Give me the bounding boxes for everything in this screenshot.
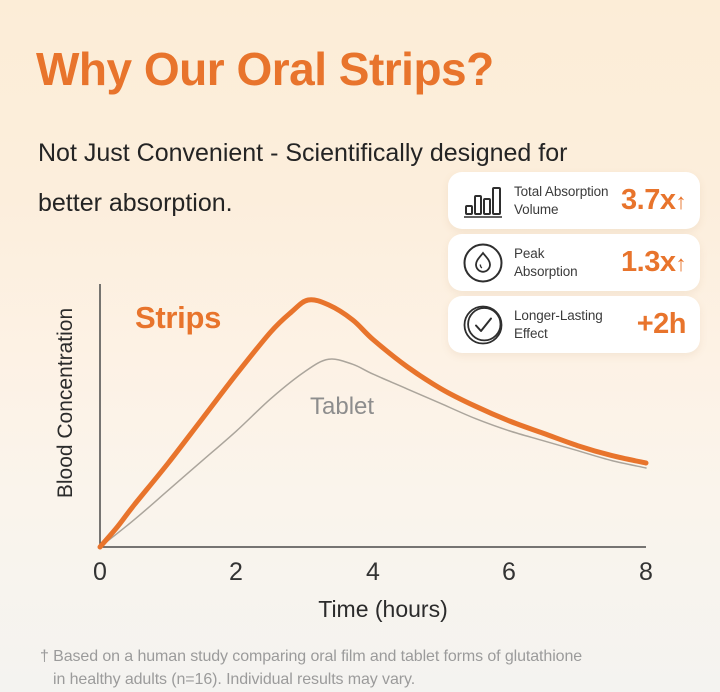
stats-panel: Total Absorption Volume 3.7x↑ Peak Absor…	[448, 172, 700, 358]
x-tick-0: 0	[93, 558, 107, 586]
stat-card-total-absorption: Total Absorption Volume 3.7x↑	[448, 172, 700, 229]
x-tick-6: 6	[502, 558, 516, 586]
absorption-chart	[97, 284, 649, 550]
stat-card-peak-absorption: Peak Absorption 1.3x↑	[448, 234, 700, 291]
check-circle-icon	[461, 304, 505, 346]
subtitle-line-1: Not Just Convenient - Scientifically des…	[38, 139, 568, 167]
strips-curve	[97, 297, 649, 550]
strips-series-label: Strips	[135, 300, 222, 335]
footnote: † Based on a human study comparing oral …	[40, 645, 582, 691]
stat-label: Total Absorption Volume	[514, 183, 609, 217]
stat-value: 1.3x↑	[621, 246, 687, 278]
x-tick-2: 2	[229, 558, 243, 586]
x-axis-title: Time (hours)	[318, 596, 448, 622]
bar-chart-icon	[461, 180, 505, 222]
stat-value: 3.7x↑	[621, 184, 687, 216]
stat-label: Longer-Lasting Effect	[514, 307, 603, 341]
subtitle: Not Just Convenient - Scientifically des…	[38, 128, 567, 228]
up-arrow-icon: ↑	[675, 251, 687, 276]
up-arrow-icon: ↑	[675, 189, 687, 214]
stat-value: +2h	[636, 308, 687, 340]
stat-label: Peak Absorption	[514, 245, 578, 279]
x-tick-8: 8	[639, 558, 653, 586]
x-axis-ticks: 0 2 4 6 8	[0, 558, 720, 588]
y-axis-label: Blood Concentration	[54, 307, 77, 499]
footnote-line-1: † Based on a human study comparing oral …	[40, 648, 583, 665]
subtitle-line-2: better absorption.	[38, 189, 233, 217]
droplet-icon	[461, 242, 505, 284]
page-title: Why Our Oral Strips?	[36, 43, 494, 95]
tablet-curve	[99, 358, 647, 548]
x-tick-4: 4	[366, 558, 380, 586]
stat-card-longer-lasting: Longer-Lasting Effect +2h	[448, 296, 700, 353]
footnote-line-2: in healthy adults (n=16). Individual res…	[53, 671, 416, 688]
tablet-series-label: Tablet	[310, 393, 375, 420]
